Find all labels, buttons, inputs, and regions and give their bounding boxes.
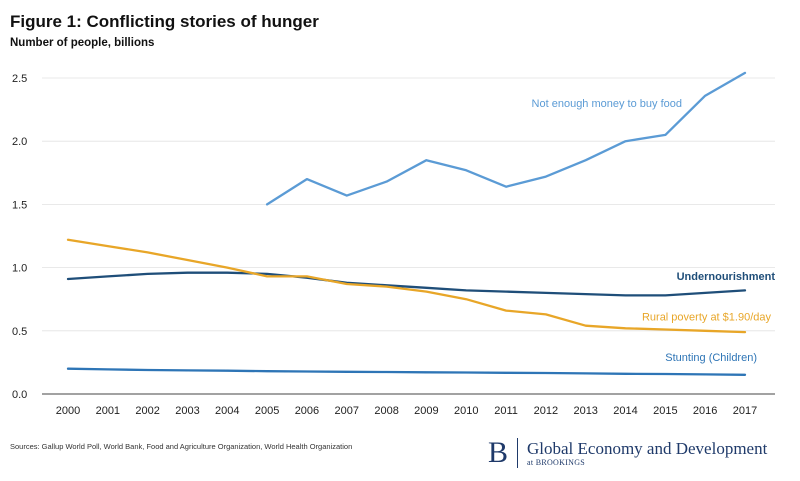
brand-sub: at BROOKINGS xyxy=(527,457,586,467)
series-label: Stunting (Children) xyxy=(665,352,757,364)
x-tick-label: 2011 xyxy=(494,405,518,417)
x-tick-label: 2007 xyxy=(335,405,359,417)
x-tick-label: 2001 xyxy=(96,405,120,417)
y-tick-label: 2.5 xyxy=(12,73,27,85)
x-tick-label: 2002 xyxy=(135,405,159,417)
source-note: Sources: Gallup World Poll, World Bank, … xyxy=(10,442,353,451)
series-line xyxy=(66,367,747,376)
series-line xyxy=(66,271,747,297)
series-label: Rural poverty at $1.90/day xyxy=(642,312,772,324)
y-tick-label: 1.0 xyxy=(12,263,27,275)
x-tick-label: 2010 xyxy=(454,405,478,417)
series-label: Not enough money to buy food xyxy=(532,98,682,110)
x-tick-label: 2009 xyxy=(414,405,438,417)
series-label: Undernourishment xyxy=(677,271,776,283)
x-tick-label: 2006 xyxy=(295,405,319,417)
x-tick-label: 2013 xyxy=(573,405,597,417)
x-tick-label: 2000 xyxy=(56,405,80,417)
x-tick-label: 2004 xyxy=(215,405,239,417)
x-tick-label: 2005 xyxy=(255,405,279,417)
series-line xyxy=(265,71,747,206)
line-chart: 0.0 0.5 1.0 1.5 2.0 2.5 2000 2001 2002 2003 2004 20… xyxy=(12,71,776,417)
chart-subtitle: Number of people, billions xyxy=(10,37,155,49)
x-tick-label: 2017 xyxy=(733,405,757,417)
series-line xyxy=(66,238,747,334)
y-tick-label: 1.5 xyxy=(12,199,27,211)
x-tick-label: 2012 xyxy=(534,405,558,417)
x-tick-label: 2014 xyxy=(613,405,637,417)
brand-name: Global Economy and Development xyxy=(527,438,768,458)
chart-title: Figure 1: Conflicting stories of hunger xyxy=(10,12,319,31)
x-tick-label: 2016 xyxy=(693,405,717,417)
x-tick-label: 2008 xyxy=(374,405,398,417)
x-tick-label: 2015 xyxy=(653,405,677,417)
y-tick-label: 2.0 xyxy=(12,136,27,148)
brand-logo-letter: B xyxy=(488,438,519,468)
y-tick-label: 0.5 xyxy=(12,326,27,338)
y-tick-label: 0.0 xyxy=(12,389,27,401)
brookings-logo: B Global Economy and Development at BROO… xyxy=(488,436,767,470)
x-tick-label: 2003 xyxy=(175,405,199,417)
